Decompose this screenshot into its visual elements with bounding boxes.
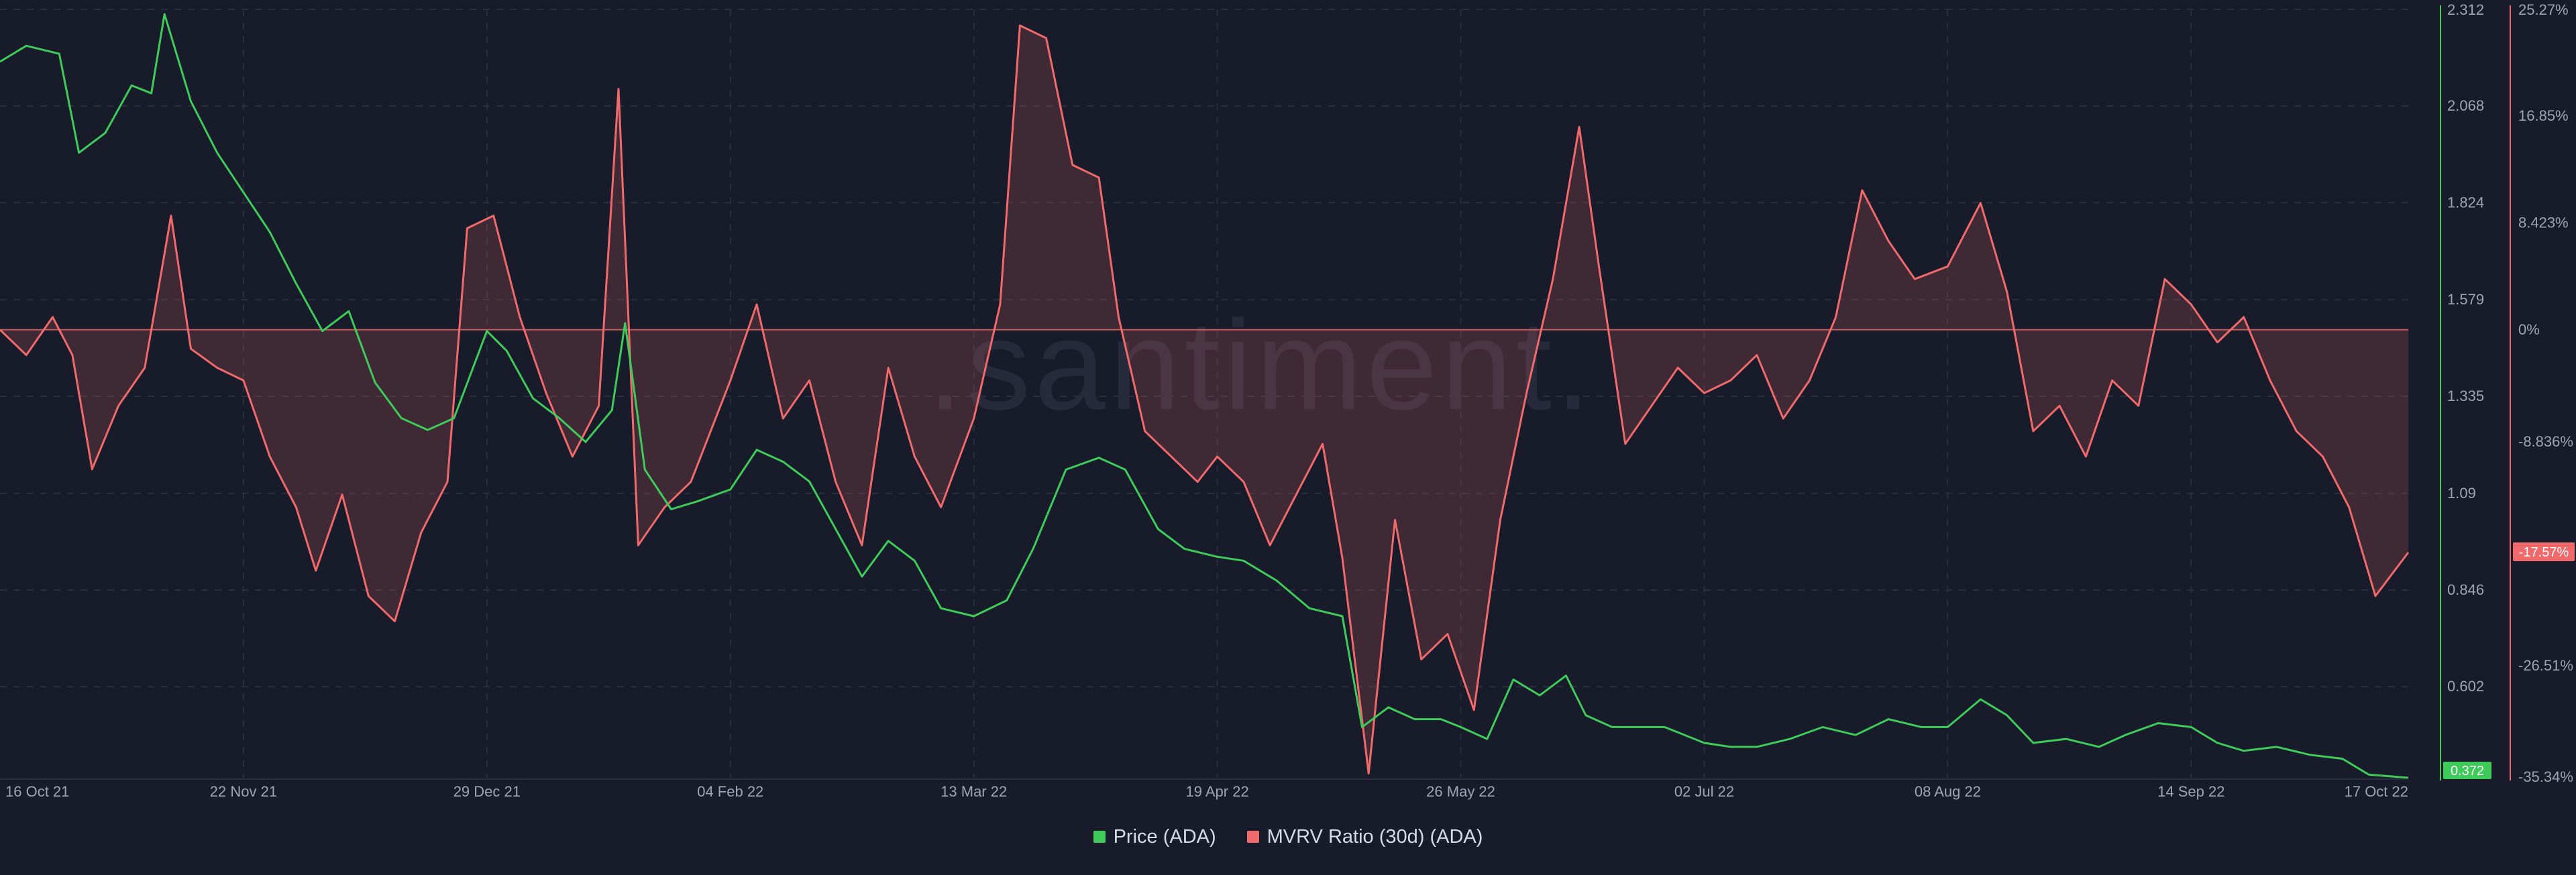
mvrv-axis-tick-label: 8.423% (2518, 215, 2569, 231)
value-badges: 0.372 -17.57% (2443, 542, 2575, 779)
mvrv-axis-tick-label: 25.27% (2518, 1, 2569, 18)
x-axis-tick-label: 26 May 22 (1426, 783, 1495, 800)
price-axis-tick-label: 0.602 (2447, 678, 2484, 695)
x-axis-tick-label: 17 Oct 22 (2345, 783, 2408, 800)
axes: 2.312 2.068 1.824 1.579 1.335 1.09 0.846 0.602 2… (0, 1, 2573, 800)
x-axis-tick-label: 08 Aug 22 (1915, 783, 1981, 800)
price-axis-tick-label: 1.09 (2447, 485, 2476, 502)
price-axis-tick-label: 1.579 (2447, 291, 2484, 308)
mvrv-axis-tick-label: -8.836% (2518, 433, 2573, 450)
x-axis-tick-label: 13 Mar 22 (941, 783, 1007, 800)
watermark: .santiment. (927, 294, 1595, 436)
price-axis-tick-label: 0.846 (2447, 581, 2484, 598)
mvrv-axis-tick-label: -26.51% (2518, 657, 2573, 674)
price-axis-tick-label: 1.335 (2447, 388, 2484, 404)
mvrv-area (0, 25, 2408, 774)
mvrv-line (0, 24, 2410, 775)
legend-item-price[interactable]: Price (ADA) (1093, 826, 1216, 848)
x-axis-tick-label: 29 Dec 21 (453, 783, 521, 800)
mvrv-last-badge (2513, 542, 2575, 561)
price-line (0, 13, 2409, 779)
mvrv-axis-tick-label: 16.85% (2518, 107, 2569, 124)
price-last-badge (2443, 762, 2491, 779)
x-axis-tick-label: 04 Feb 22 (697, 783, 763, 800)
price-axis-tick-label: 2.312 (2447, 1, 2484, 18)
x-axis-tick-label: 19 Apr 22 (1186, 783, 1249, 800)
mvrv-axis-tick-label: -35.34% (2518, 768, 2573, 785)
mvrv-axis-tick-label: 0% (2518, 321, 2540, 338)
x-axis-tick-label: 22 Nov 21 (210, 783, 277, 800)
x-axis-tick-label: 02 Jul 22 (1674, 783, 1734, 800)
price-axis-tick-label: 1.824 (2447, 194, 2484, 211)
mvrv-last-value: -17.57% (2519, 545, 2569, 560)
price-axis-tick-label: 2.068 (2447, 97, 2484, 114)
legend: Price (ADA) MVRV Ratio (30d) (ADA) (0, 823, 2576, 850)
legend-mvrv-label: MVRV Ratio (30d) (ADA) (1267, 825, 1483, 848)
x-axis-tick-label: 16 Oct 21 (5, 783, 69, 800)
mvrv-swatch-icon (1246, 831, 1259, 843)
mvrv-series (0, 24, 2410, 775)
legend-item-mvrv[interactable]: MVRV Ratio (30d) (ADA) (1246, 825, 1483, 848)
x-axis-tick-label: 14 Sep 22 (2157, 783, 2224, 800)
price-series (0, 13, 2409, 779)
legend-price-label: Price (ADA) (1113, 825, 1216, 848)
price-last-value: 0.372 (2451, 764, 2484, 778)
price-swatch-icon (1093, 831, 1106, 843)
